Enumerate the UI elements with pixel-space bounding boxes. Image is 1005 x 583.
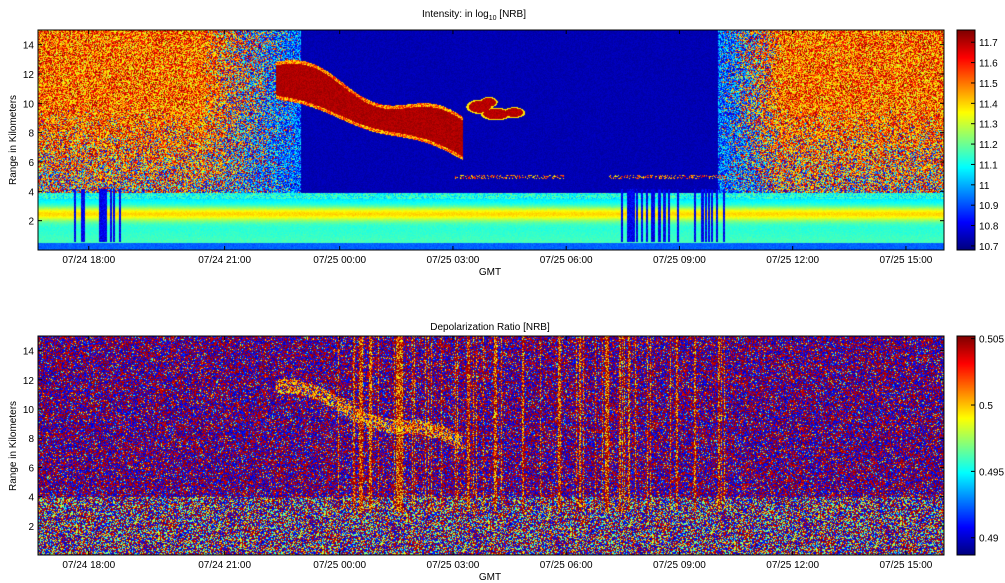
depolarization-x-tick-label: 07/25 09:00 xyxy=(653,560,706,571)
intensity-colorbar-tick-label: 10.8 xyxy=(979,222,999,233)
intensity-colorbar-tick-label: 10.9 xyxy=(979,201,999,212)
intensity-heatmap-plot xyxy=(37,29,945,251)
intensity-y-label: Range in Kilometers xyxy=(8,95,19,185)
depolarization-y-ticks: 2 4 6 8 10 12 14 xyxy=(23,347,944,533)
depolarization-x-tick-label: 07/25 03:00 xyxy=(427,560,480,571)
depolarization-colorbar-tick-label: 0.49 xyxy=(979,534,999,545)
intensity-heatmap-image xyxy=(38,30,944,250)
depolarization-panel: Depolarization Ratio [NRB] 2 4 6 8 10 12 14 07… xyxy=(8,322,1004,583)
depolarization-colorbar-frame xyxy=(956,335,976,556)
depolarization-colorbar-tick-label: 0.505 xyxy=(979,335,1004,346)
depolarization-colorbar-tick-label: 0.5 xyxy=(979,401,993,412)
intensity-colorbar-frame xyxy=(956,29,976,251)
intensity-colorbar-tick-label: 11 xyxy=(979,181,990,192)
intensity-x-tick-label: 07/25 00:00 xyxy=(313,255,366,266)
depolarization-colorbar: 0.49 0.495 0.5 0.505 xyxy=(956,335,1004,556)
depolarization-x-tick-label: 07/25 12:00 xyxy=(766,560,819,571)
intensity-colorbar: 10.7 10.8 10.9 11 11.1 11.2 11.3 11.4 11.5 11.6 11… xyxy=(956,29,999,253)
depolarization-x-tick-label: 07/25 15:00 xyxy=(880,560,933,571)
intensity-colorbar-tick-label: 11.6 xyxy=(979,59,998,70)
intensity-colorbar-tick-label: 11.7 xyxy=(979,38,998,49)
depolarization-y-tick-label: 10 xyxy=(23,405,35,416)
depolarization-title: Depolarization Ratio [NRB] xyxy=(430,322,550,333)
intensity-y-tick-label: 12 xyxy=(23,70,35,81)
intensity-x-tick-label: 07/25 12:00 xyxy=(766,255,819,266)
intensity-colorbar-tick-label: 11.3 xyxy=(979,120,998,131)
intensity-y-ticks: 2 4 6 8 10 12 14 xyxy=(23,41,944,228)
intensity-title: Intensity: in log10 [NRB] xyxy=(422,9,526,22)
depolarization-x-tick-label: 07/24 21:00 xyxy=(198,560,251,571)
intensity-x-label: GMT xyxy=(479,267,501,278)
intensity-colorbar-tick-label: 11.5 xyxy=(979,79,998,90)
depolarization-heatmap-image xyxy=(38,336,944,555)
intensity-colorbar-tick-label: 11.1 xyxy=(979,160,998,171)
depolarization-y-tick-label: 4 xyxy=(28,493,34,504)
depolarization-x-tick-label: 07/24 18:00 xyxy=(62,560,115,571)
intensity-y-tick-label: 6 xyxy=(28,158,34,169)
depolarization-plot-frame xyxy=(37,335,945,556)
intensity-panel: Intensity: in log10 [NRB] 2 4 6 8 10 12 14 07/… xyxy=(8,9,999,278)
intensity-y-tick-label: 10 xyxy=(23,99,35,110)
depolarization-y-tick-label: 8 xyxy=(28,434,34,445)
intensity-x-tick-label: 07/25 09:00 xyxy=(653,255,706,266)
depolarization-y-tick-label: 14 xyxy=(23,347,35,358)
depolarization-colorbar-image xyxy=(957,336,975,555)
depolarization-x-ticks: 07/24 18:00 07/24 21:00 07/25 00:00 07/25 0… xyxy=(62,336,933,571)
intensity-x-tick-label: 07/25 15:00 xyxy=(880,255,933,266)
intensity-colorbar-tick-label: 11.2 xyxy=(979,140,998,151)
intensity-x-tick-label: 07/24 21:00 xyxy=(198,255,251,266)
intensity-y-tick-label: 2 xyxy=(28,217,34,228)
intensity-colorbar-ticks: 10.7 10.8 10.9 11 11.1 11.2 11.3 11.4 11.5 11.6 11… xyxy=(971,38,999,253)
depolarization-x-tick-label: 07/25 00:00 xyxy=(313,560,366,571)
depolarization-y-tick-label: 2 xyxy=(28,522,34,533)
intensity-x-tick-label: 07/25 03:00 xyxy=(427,255,480,266)
intensity-y-tick-label: 4 xyxy=(28,187,34,198)
depolarization-heatmap-plot xyxy=(37,335,945,556)
intensity-y-tick-label: 14 xyxy=(23,41,35,52)
depolarization-colorbar-ticks: 0.49 0.495 0.5 0.505 xyxy=(971,335,1004,545)
intensity-colorbar-image xyxy=(957,30,975,250)
depolarization-y-label: Range in Kilometers xyxy=(8,401,19,491)
intensity-y-tick-label: 8 xyxy=(28,129,34,140)
intensity-colorbar-tick-label: 11.4 xyxy=(979,99,998,110)
intensity-x-tick-label: 07/24 18:00 xyxy=(62,255,115,266)
depolarization-y-tick-label: 12 xyxy=(23,376,35,387)
intensity-plot-frame xyxy=(37,29,945,251)
intensity-x-tick-label: 07/25 06:00 xyxy=(540,255,593,266)
intensity-x-ticks: 07/24 18:00 07/24 21:00 07/25 00:00 07/25 0… xyxy=(62,30,933,266)
depolarization-x-label: GMT xyxy=(479,572,501,583)
depolarization-colorbar-tick-label: 0.495 xyxy=(979,467,1004,478)
depolarization-y-tick-label: 6 xyxy=(28,463,34,474)
depolarization-x-tick-label: 07/25 06:00 xyxy=(540,560,593,571)
intensity-colorbar-tick-label: 10.7 xyxy=(979,242,999,253)
